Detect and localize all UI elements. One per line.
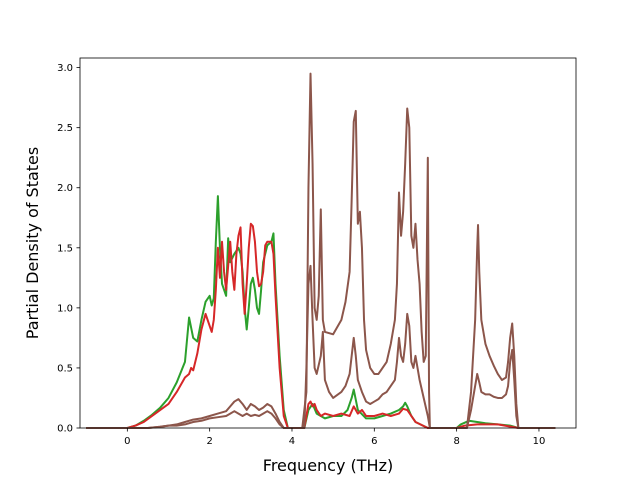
y-tick-label: 0.0 <box>57 424 73 435</box>
axes-frame <box>79 57 577 429</box>
series-line-4 <box>86 264 556 429</box>
y-tick-label: 3.0 <box>57 63 73 74</box>
x-tick-label: 0 <box>124 436 130 447</box>
series-line-3 <box>86 72 556 429</box>
x-axis-ticks: 0 2 4 6 8 10 <box>124 428 545 447</box>
series-line-2 <box>86 222 556 429</box>
y-tick-label: 0.5 <box>57 363 73 374</box>
x-tick-label: 8 <box>453 436 459 447</box>
x-tick-label: 6 <box>371 436 377 447</box>
y-tick-label: 1.5 <box>57 243 73 254</box>
x-tick-label: 4 <box>289 436 295 447</box>
y-tick-label: 2.5 <box>57 123 73 134</box>
x-tick-label: 10 <box>533 436 546 447</box>
plot-series <box>86 72 556 429</box>
x-tick-label: 2 <box>206 436 212 447</box>
y-axis-label: Partial Density of States <box>23 147 42 339</box>
y-axis-ticks: 0.0 0.5 1.0 1.5 2.0 2.5 3.0 <box>57 63 80 435</box>
x-axis-label: Frequency (THz) <box>263 456 393 475</box>
y-tick-label: 1.0 <box>57 303 73 314</box>
y-tick-label: 2.0 <box>57 183 73 194</box>
